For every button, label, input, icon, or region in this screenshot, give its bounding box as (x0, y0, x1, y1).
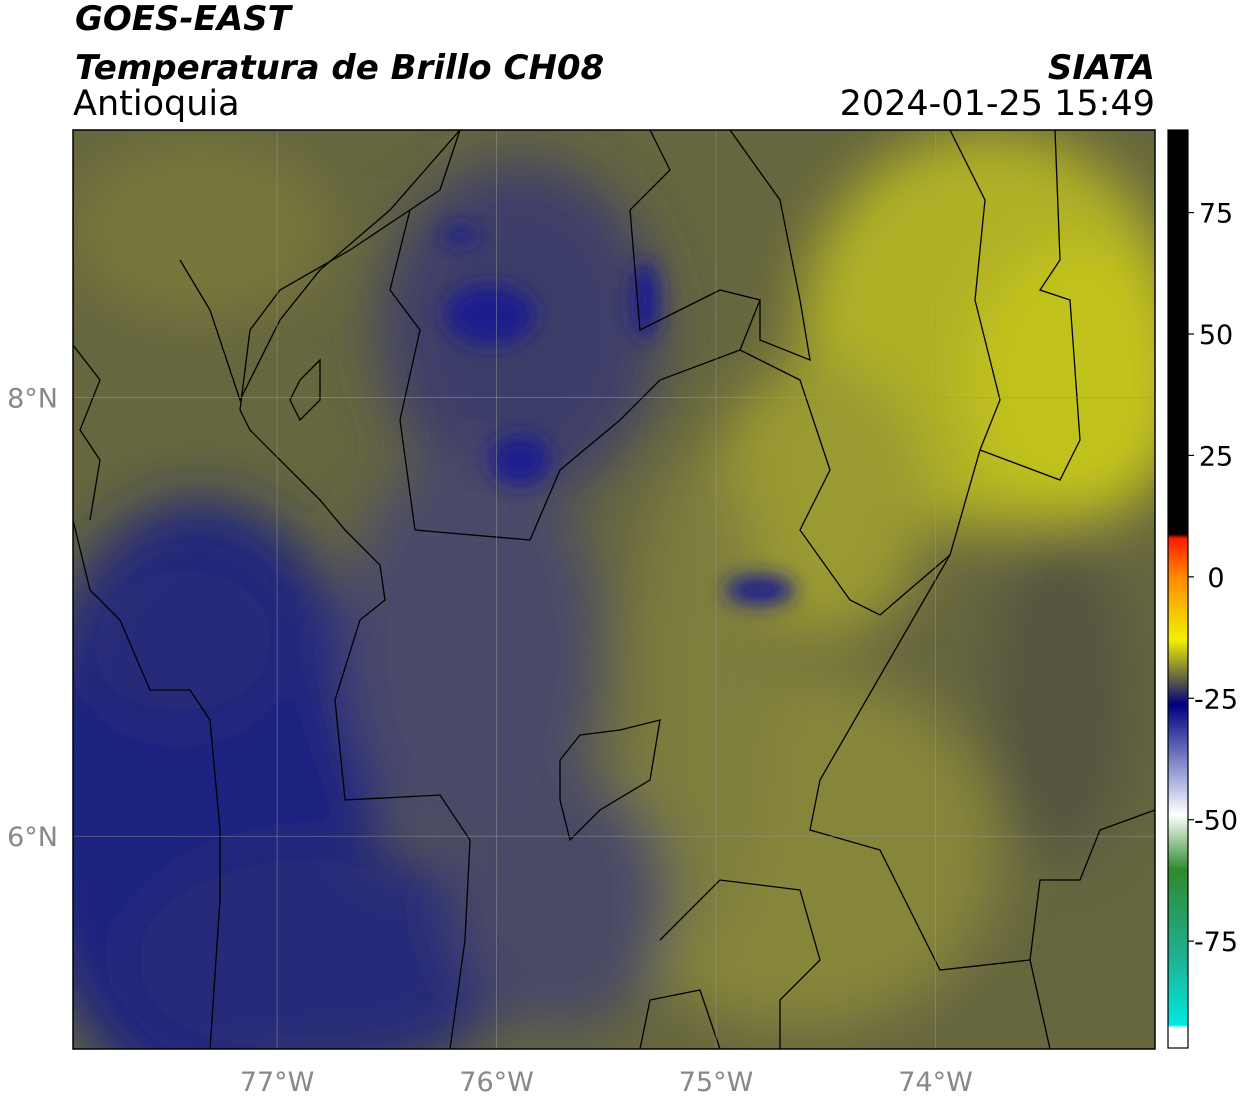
subtitle: Temperatura de Brillo CH08 (75, 48, 604, 88)
x-tick-label: 75°W (679, 1067, 754, 1098)
colorbar (1167, 129, 1189, 1049)
y-tick-label: 6°N (7, 822, 58, 853)
colorbar-tick-label: 25 (1199, 441, 1233, 472)
colorbar-tick-label: -50 (1194, 806, 1238, 837)
colorbar-tick-label: -25 (1194, 684, 1238, 715)
colorbar-tick-label: 50 (1199, 320, 1233, 351)
timestamp: 2024-01-25 15:49 (840, 84, 1155, 124)
title: GOES-EAST (75, 0, 294, 39)
x-tick-label: 74°W (898, 1067, 973, 1098)
map-frame (72, 129, 1156, 1050)
tick-labels: 77°W 76°W 75°W 74°W 8°N 6°N 75 50 25 0 -25 -50 -75 (7, 199, 1238, 1098)
graticule (73, 130, 1155, 1049)
colorbar-tick-label: -75 (1194, 927, 1238, 958)
borders (73, 130, 1155, 1049)
x-tick-label: 76°W (459, 1067, 534, 1098)
region: Antioquia (73, 84, 240, 124)
map-field (73, 130, 1155, 1049)
colorbar-tick-label: 0 (1207, 563, 1224, 594)
y-tick-label: 8°N (7, 384, 58, 415)
colorbar-tick-label: 75 (1199, 199, 1233, 230)
x-tick-label: 77°W (240, 1067, 315, 1098)
source: SIATA (1048, 48, 1155, 88)
